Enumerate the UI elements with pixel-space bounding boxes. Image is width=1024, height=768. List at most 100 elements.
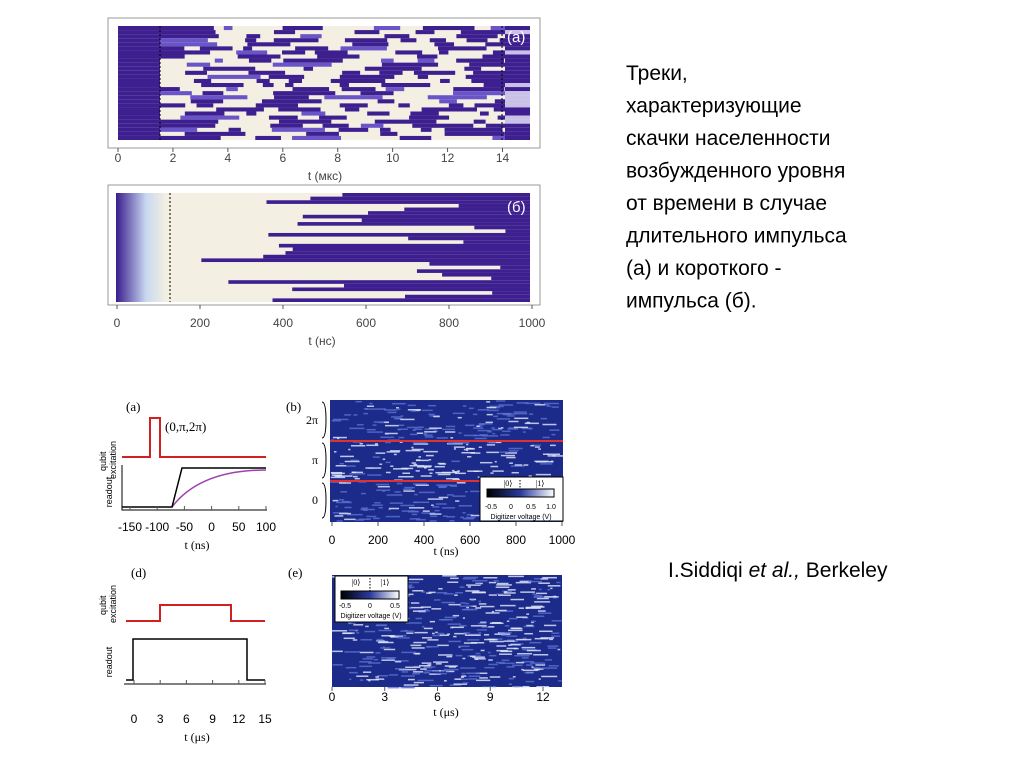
noise [360,508,375,511]
noise [485,421,493,424]
track [465,74,505,79]
noise [336,501,352,504]
track [237,54,281,59]
track [505,78,530,83]
noise [434,465,445,468]
track [272,62,332,67]
noise [547,647,557,649]
noise [435,631,438,634]
track [440,78,450,83]
track [505,111,530,116]
noise [389,502,403,504]
noise [369,402,373,405]
track [303,66,313,71]
noise [420,475,432,477]
track [354,30,380,35]
track [246,111,257,116]
noise [495,609,507,612]
track [444,127,503,132]
track [416,269,530,273]
noise [478,423,493,425]
track [322,123,349,128]
track [243,46,253,51]
x-tick-label: 200 [190,316,210,330]
noise [331,474,342,476]
noise [502,413,517,415]
noise [381,657,397,659]
noise [397,428,408,431]
noise [504,591,508,593]
track [442,272,530,277]
noise [475,583,480,586]
state-label: |0⟩ [352,578,361,587]
noise [466,672,480,674]
panel-label: (d) [131,565,146,580]
noise [522,431,526,433]
noise [465,590,480,592]
noise [380,647,391,649]
noise [508,450,519,452]
noise [538,678,541,680]
noise [433,661,449,663]
x-tick-label: 10 [386,151,400,165]
track [505,83,530,88]
noise [332,512,348,514]
brace [321,401,327,519]
noise [450,577,459,580]
noise [412,671,424,673]
track [118,74,160,79]
noise [540,417,547,420]
track [466,38,488,43]
noise [475,672,488,675]
noise [485,612,500,614]
noise [550,444,556,447]
noise [466,606,469,609]
noise [390,465,394,467]
noise [372,424,377,426]
track [505,87,530,92]
noise [514,654,530,657]
noise [500,434,510,436]
noise [531,621,534,624]
colorbar-label: Digitizer voltage (V) [340,613,401,620]
noise [376,489,391,491]
colorbar-box [479,476,564,522]
noise [337,437,340,440]
noise [547,585,561,587]
noise [467,586,471,588]
colorbar-tick: 0.5 [526,504,536,511]
noise [471,599,475,602]
noise [384,433,389,436]
noise [547,588,550,591]
noise [531,588,536,590]
caption-line: длительного импульса [626,225,847,248]
noise [513,426,529,429]
track [460,30,505,35]
x-tick-label: 3 [381,690,388,704]
track [497,115,505,120]
noise [472,580,488,582]
noise [486,406,497,409]
noise [476,629,487,631]
track [444,131,505,136]
track [364,66,422,71]
noise [344,460,360,463]
track [118,66,160,71]
noise [499,632,512,634]
x-tick-label: 0 [329,690,336,704]
noise [489,676,501,678]
noise [528,428,533,430]
noise [466,449,469,452]
noise [459,586,465,588]
noise [492,428,503,431]
noise [522,669,538,672]
noise [503,640,515,642]
noise [354,477,360,480]
noise [479,677,488,679]
noise [453,448,456,450]
noise [367,431,384,433]
noise [438,654,453,656]
noise [345,667,349,669]
noise [398,408,401,411]
track [288,78,302,83]
